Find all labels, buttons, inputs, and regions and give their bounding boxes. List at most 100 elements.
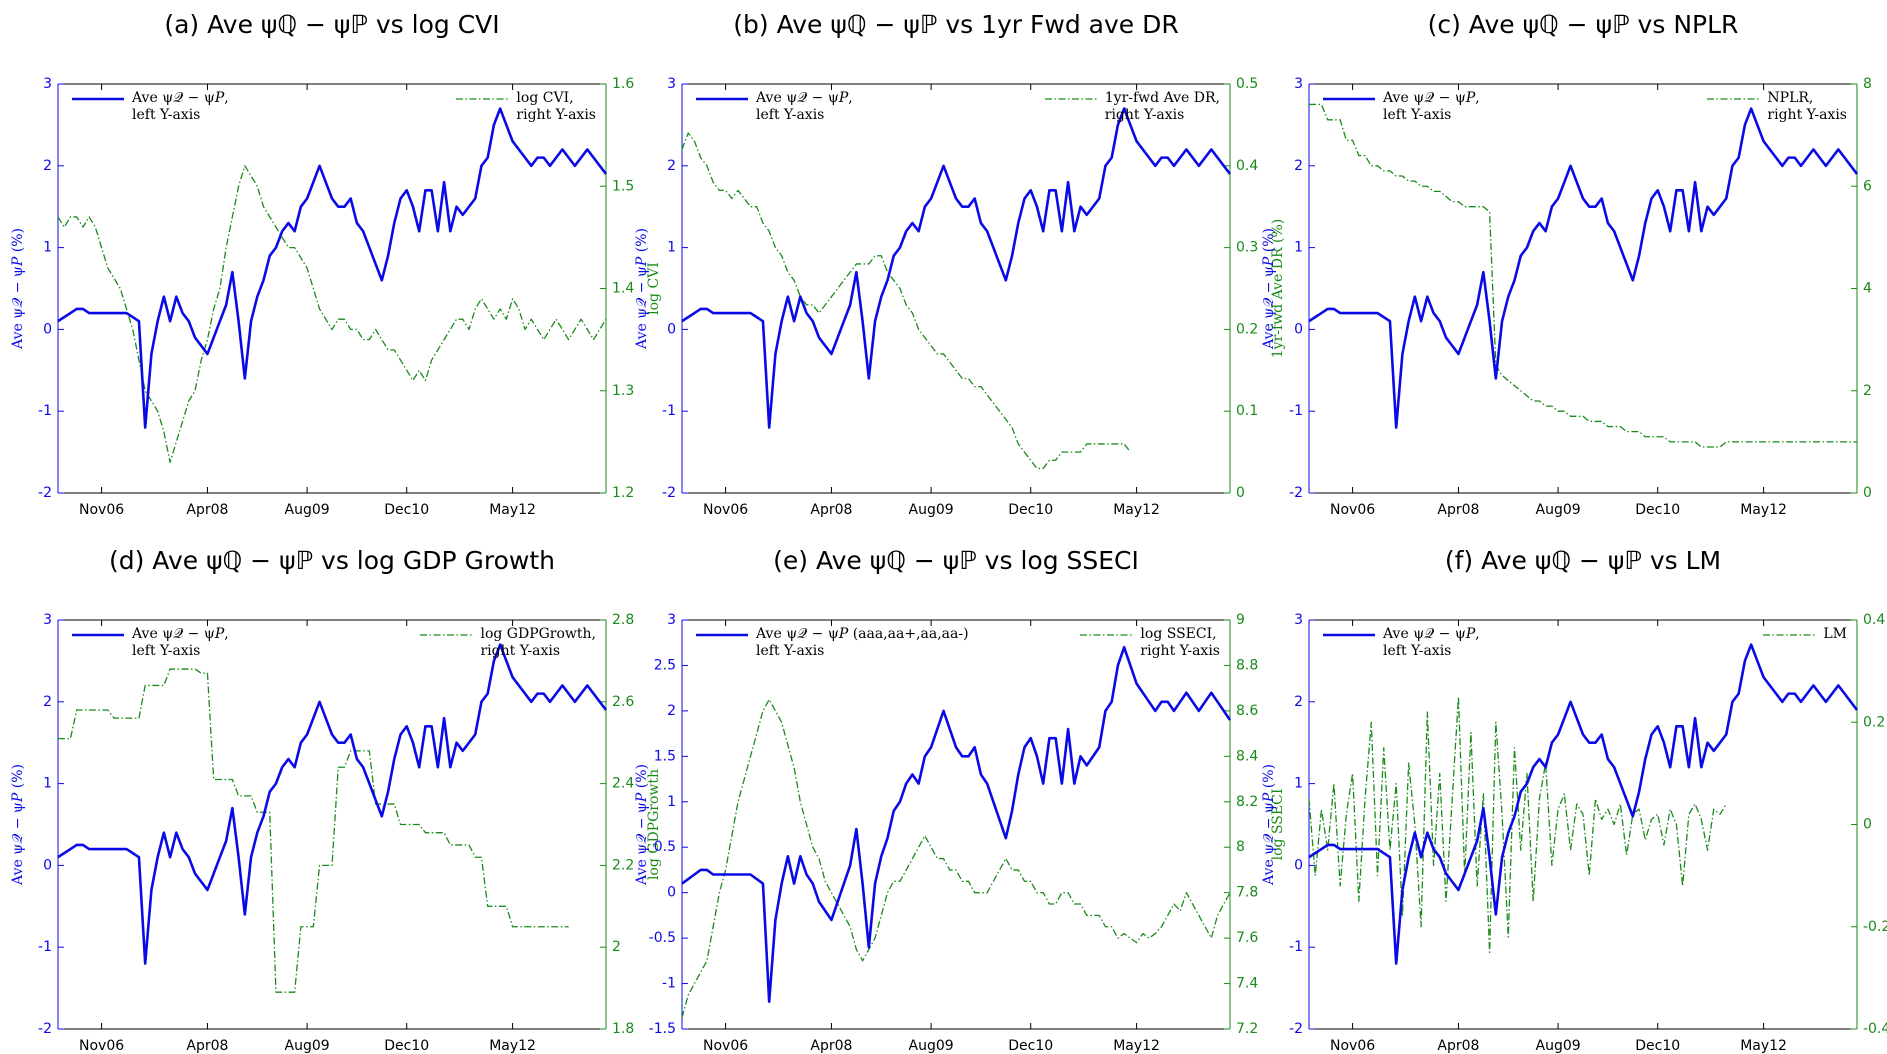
y2-tick-label: 1.5 xyxy=(612,178,634,194)
y2-tick-label: 7.2 xyxy=(1236,1021,1258,1037)
y-tick-label: 2 xyxy=(667,703,676,719)
y2-tick-label: 8.8 xyxy=(1236,657,1258,673)
x-tick-label: Nov06 xyxy=(79,1038,124,1054)
chart-title: (e) Ave ψℚ − ψℙ vs log SSECI xyxy=(773,546,1139,575)
y-tick-label: 1 xyxy=(1294,240,1303,256)
x-tick-label: Dec10 xyxy=(1008,1038,1053,1054)
y2-tick-label: 0 xyxy=(1236,485,1245,501)
chart-title: (f) Ave ψℚ − ψℙ vs LM xyxy=(1445,546,1721,575)
y-axis-label: Ave ψ𝒬 − ψ𝑃 (%) xyxy=(10,228,26,350)
legend-item: log CVI, right Y-axis xyxy=(454,90,596,124)
chart-title: (c) Ave ψℚ − ψℙ vs NPLR xyxy=(1428,10,1739,39)
legend-swatch xyxy=(696,97,748,101)
y2-tick-label: 8.4 xyxy=(1236,748,1258,764)
y-axis-label: Ave ψ𝒬 − ψ𝑃 (%) xyxy=(634,228,650,350)
y-tick-label: 3 xyxy=(667,76,676,92)
x-tick-label: Nov06 xyxy=(703,502,748,518)
legend-item: 1yr-fwd Ave DR, right Y-axis xyxy=(1043,90,1220,124)
chart-title: (d) Ave ψℚ − ψℙ vs log GDP Growth xyxy=(109,546,555,575)
y2-tick-label: 2.8 xyxy=(612,612,634,628)
y-tick-label: -2 xyxy=(1289,1021,1303,1037)
series-line xyxy=(681,107,1232,429)
y2-tick-label: 0.5 xyxy=(1236,76,1258,92)
y-axis-label: Ave ψ𝒬 − ψ𝑃 (%) xyxy=(10,764,26,886)
series-line xyxy=(681,132,1131,470)
legend-swatch xyxy=(1323,633,1375,637)
chart-title: (b) Ave ψℚ − ψℙ vs 1yr Fwd ave DR xyxy=(733,10,1178,39)
y2-tick-label: 7.8 xyxy=(1236,885,1258,901)
y-tick-label: 1.5 xyxy=(654,748,676,764)
legend-item: Ave ψ𝒬 − ψ𝑃 (aaa,aa+,aa,aa-) left Y-axis xyxy=(694,626,969,660)
y2-tick-label: 0 xyxy=(1863,485,1872,501)
y2-tick-label: 2.2 xyxy=(612,857,634,873)
y-tick-label: -1 xyxy=(38,403,52,419)
y-tick-label: 0 xyxy=(43,321,52,337)
y2-tick-label: 1.6 xyxy=(612,76,634,92)
legend-item: log SSECI, right Y-axis xyxy=(1078,626,1220,660)
y-tick-label: -0.5 xyxy=(649,930,676,946)
x-tick-label: May12 xyxy=(1113,1038,1160,1054)
x-tick-label: Dec10 xyxy=(384,1038,429,1054)
y2-axis-label: log CVI xyxy=(646,262,662,315)
legend-swatch xyxy=(1044,98,1097,100)
y2-tick-label: 7.6 xyxy=(1236,930,1258,946)
x-tick-label: Dec10 xyxy=(1635,502,1680,518)
x-tick-label: Nov06 xyxy=(1330,1038,1375,1054)
series-line xyxy=(1309,103,1857,448)
legend-label: LM xyxy=(1823,626,1847,642)
y2-axis-label: log SSECI xyxy=(1270,789,1286,861)
x-tick-label: Aug09 xyxy=(909,1038,954,1054)
legend-item: Ave ψ𝒬 − ψ𝑃, left Y-axis xyxy=(70,90,229,124)
y-tick-label: 1 xyxy=(1294,776,1303,792)
y2-tick-label: 8 xyxy=(1236,839,1245,855)
y2-tick-label: 6 xyxy=(1863,178,1872,194)
legend-label: log SSECI, right Y-axis xyxy=(1140,626,1220,659)
y-tick-label: -1.5 xyxy=(649,1021,676,1037)
y-tick-label: -1 xyxy=(38,939,52,955)
y2-tick-label: 0.2 xyxy=(1236,321,1258,337)
y-tick-label: -1 xyxy=(1289,403,1303,419)
legend-swatch xyxy=(1707,98,1760,100)
x-tick-label: May12 xyxy=(1740,502,1787,518)
y2-tick-label: 8.2 xyxy=(1236,794,1258,810)
legend-item: Ave ψ𝒬 − ψ𝑃, left Y-axis xyxy=(1321,90,1480,124)
x-tick-label: Nov06 xyxy=(703,1038,748,1054)
x-tick-label: Nov06 xyxy=(79,502,124,518)
x-tick-label: Dec10 xyxy=(1008,502,1053,518)
y-tick-label: 0 xyxy=(1294,321,1303,337)
x-tick-label: Apr08 xyxy=(810,502,852,518)
legend-item: Ave ψ𝒬 − ψ𝑃, left Y-axis xyxy=(70,626,229,660)
x-tick-label: May12 xyxy=(1740,1038,1787,1054)
legend-label: log GDPGrowth, right Y-axis xyxy=(480,626,596,659)
y-tick-label: 3 xyxy=(1294,612,1303,628)
legend-label: Ave ψ𝒬 − ψ𝑃, left Y-axis xyxy=(756,90,853,123)
y2-tick-label: 2.4 xyxy=(612,776,634,792)
series-line xyxy=(681,645,1232,1004)
legend-item: log GDPGrowth, right Y-axis xyxy=(418,626,596,660)
x-tick-label: Apr08 xyxy=(1437,502,1479,518)
y-tick-label: -1 xyxy=(662,403,676,419)
y2-tick-label: 4 xyxy=(1863,281,1872,297)
y-tick-label: 1 xyxy=(43,240,52,256)
x-tick-label: Nov06 xyxy=(1330,502,1375,518)
x-tick-label: Aug09 xyxy=(285,1038,330,1054)
series-line xyxy=(1308,107,1859,429)
y-tick-label: -2 xyxy=(38,485,52,501)
x-tick-label: Apr08 xyxy=(810,1038,852,1054)
y2-tick-label: 8.6 xyxy=(1236,703,1258,719)
y2-tick-label: 0.3 xyxy=(1236,240,1258,256)
y2-tick-label: 1.8 xyxy=(612,1021,634,1037)
legend-swatch xyxy=(696,633,748,637)
y-tick-label: -2 xyxy=(1289,485,1303,501)
x-tick-label: Apr08 xyxy=(186,1038,228,1054)
y-tick-label: 2 xyxy=(1294,694,1303,710)
y-tick-label: -1 xyxy=(662,976,676,992)
y2-tick-label: 2.6 xyxy=(612,694,634,710)
legend-item: LM xyxy=(1761,626,1847,643)
x-tick-label: May12 xyxy=(1113,502,1160,518)
legend-label: Ave ψ𝒬 − ψ𝑃, left Y-axis xyxy=(132,90,229,123)
y-tick-label: 2.5 xyxy=(654,657,676,673)
legend-swatch xyxy=(456,98,509,100)
